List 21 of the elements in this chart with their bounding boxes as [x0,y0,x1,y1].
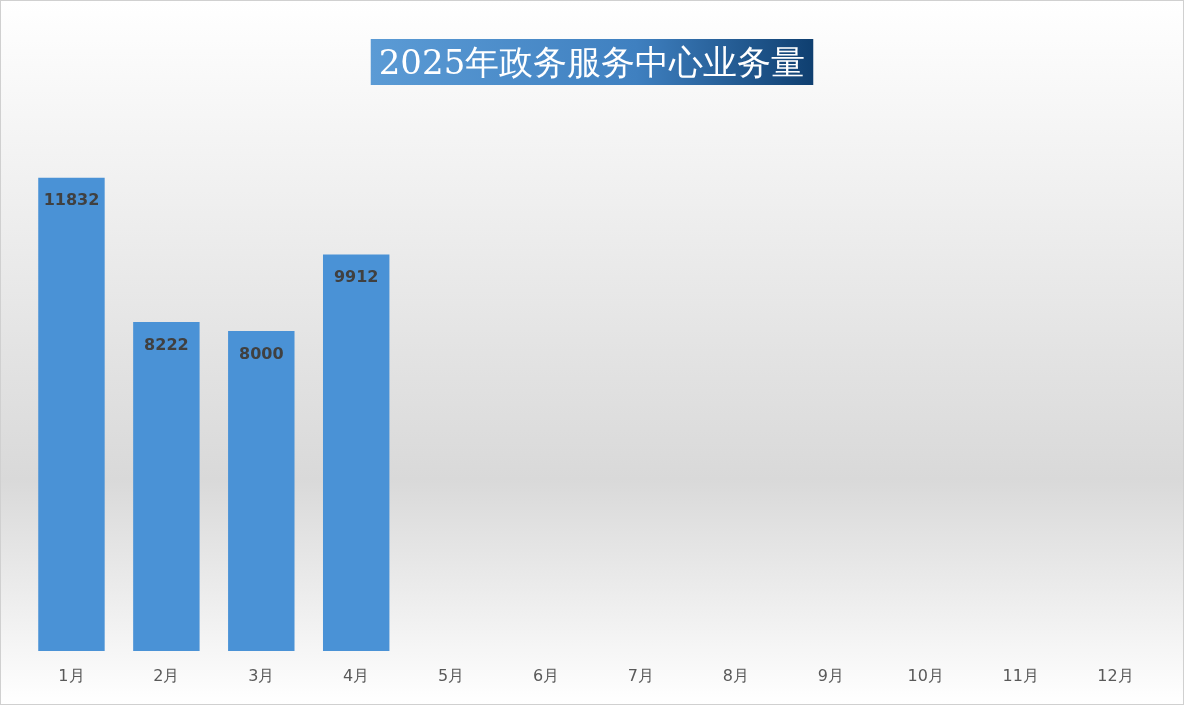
x-tick-label: 10月 [907,665,944,685]
bar [38,177,105,651]
bar [322,254,390,651]
bar [133,322,200,651]
x-tick-label: 6月 [532,665,560,685]
x-tick-label: 7月 [627,665,655,685]
x-tick-label: 5月 [438,665,465,685]
x-tick-label: 9月 [817,665,844,685]
bar [228,331,295,651]
x-tick-label: 8月 [722,665,749,685]
x-tick-label: 3月 [248,665,275,685]
x-tick-label: 1月 [58,665,85,685]
data-label: 8222 [144,334,189,354]
data-label: 9912 [333,267,379,287]
x-tick-label: 12月 [1097,665,1134,685]
data-label: 8000 [239,343,284,363]
x-tick-label: 11月 [1002,665,1039,685]
data-label: 11832 [43,190,100,210]
x-tick-label: 2月 [153,665,180,685]
chart-title: 2025年政务服务中心业务量 [378,42,806,82]
x-tick-label: 4月 [343,665,370,685]
